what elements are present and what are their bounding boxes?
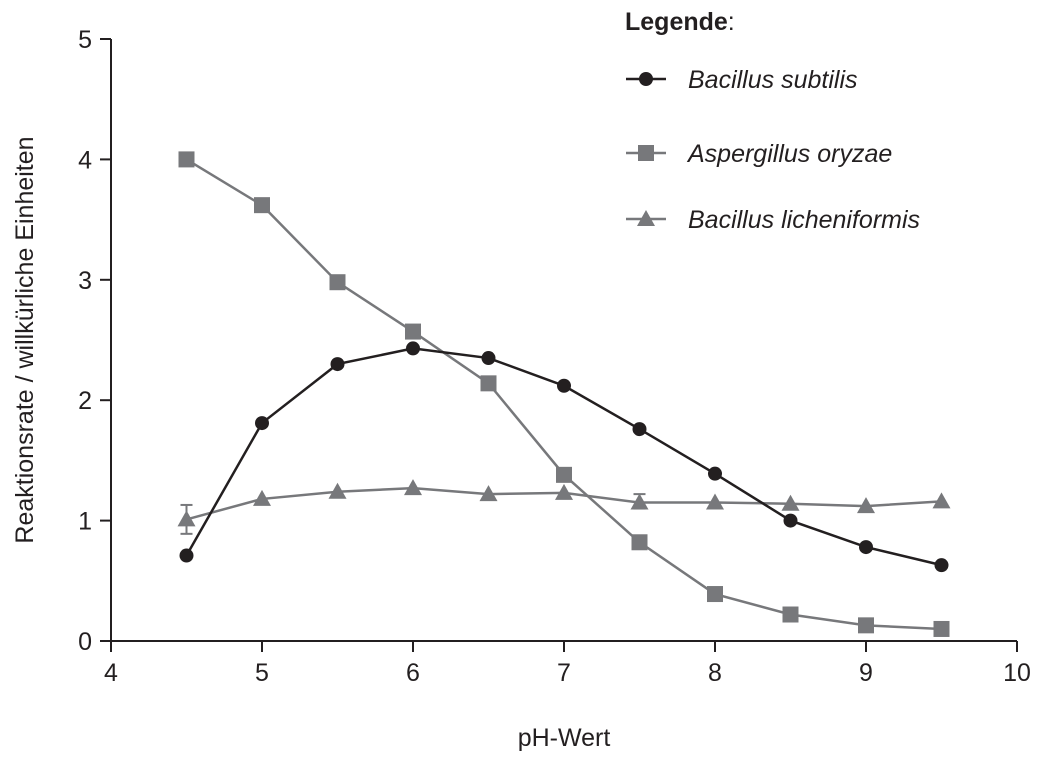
data-point [859, 540, 873, 555]
data-point [255, 416, 269, 431]
data-point [481, 351, 496, 366]
series-layer [177, 151, 951, 637]
series-bacillus-licheniformis [177, 479, 951, 527]
data-point [178, 151, 195, 168]
legend-swatch-marker [637, 210, 655, 226]
y-tick-label: 3 [78, 267, 92, 295]
data-point [254, 197, 270, 214]
series-aspergillus-oryzae [178, 151, 950, 637]
data-point [782, 606, 799, 623]
data-point [556, 466, 572, 483]
data-point [480, 375, 497, 392]
legend-swatch-marker [638, 145, 654, 161]
data-point [630, 493, 649, 510]
x-axis-title: pH-Wert [518, 724, 611, 752]
y-axis-title: Reaktionsrate / willkürliche Einheiten [11, 136, 39, 543]
data-point [934, 558, 949, 573]
data-point [857, 497, 875, 514]
x-tick-label: 7 [557, 659, 571, 687]
legend-swatch-marker [639, 72, 653, 86]
data-point [555, 483, 573, 500]
x-tick-label: 9 [859, 659, 873, 687]
data-point [405, 323, 421, 340]
data-point [706, 493, 724, 510]
legend-label: Bacillus subtilis [688, 66, 858, 94]
y-tick-label: 0 [78, 628, 92, 656]
data-point [253, 489, 271, 506]
x-tick-label: 4 [104, 659, 118, 687]
legend-label: Bacillus licheniformis [688, 206, 920, 234]
legend-title-text: Legende [625, 8, 728, 36]
data-point [858, 617, 874, 634]
y-tick-label: 1 [78, 508, 92, 536]
legend-item: Bacillus subtilis [626, 66, 858, 94]
x-tick-label: 5 [255, 659, 269, 687]
y-tick-label: 4 [78, 146, 92, 174]
data-point [708, 466, 722, 481]
data-point [632, 422, 647, 437]
data-point [932, 492, 951, 509]
ticks: 4 5 6 7 8 9 10 0 1 2 3 4 5 [78, 26, 1031, 687]
data-point [707, 586, 723, 603]
legend-title-suffix: : [728, 8, 735, 36]
data-point [330, 357, 345, 372]
x-tick-label: 10 [1003, 659, 1031, 687]
legend-title: Legende: [625, 8, 735, 36]
data-point [631, 534, 648, 551]
data-point [179, 548, 194, 563]
data-point [933, 620, 950, 637]
data-point [329, 274, 346, 291]
data-point [479, 485, 498, 502]
x-tick-label: 6 [406, 659, 420, 687]
data-point [328, 482, 347, 499]
series-bacillus-subtilis [179, 341, 949, 573]
legend-item: Aspergillus oryzae [626, 140, 892, 168]
legend-label: Aspergillus oryzae [686, 140, 892, 168]
legend: Legende: Bacillus subtilis Aspergillus or… [625, 8, 920, 234]
data-point [783, 513, 798, 528]
legend-item: Bacillus licheniformis [626, 206, 920, 234]
data-point [177, 510, 196, 527]
data-point [781, 494, 800, 511]
y-tick-label: 2 [78, 387, 92, 415]
x-tick-label: 8 [708, 659, 722, 687]
y-tick-label: 5 [78, 26, 92, 54]
error-bars [180, 493, 646, 535]
data-point [557, 378, 571, 393]
data-point [404, 479, 422, 496]
data-point [406, 341, 420, 356]
